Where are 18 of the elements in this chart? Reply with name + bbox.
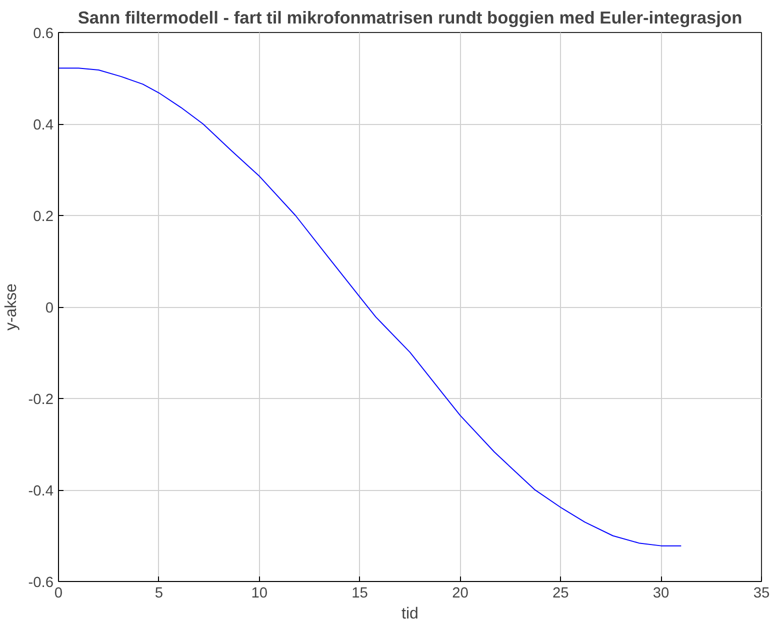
x-tick-label: 15 bbox=[352, 586, 368, 602]
x-tick-label: 25 bbox=[552, 586, 569, 602]
y-tick-label: 0 bbox=[45, 300, 54, 316]
y-tick-label: 0.2 bbox=[33, 209, 54, 225]
y-tick-label: -0.2 bbox=[28, 392, 54, 408]
x-tick-label: 10 bbox=[251, 586, 268, 602]
x-tick-label: 35 bbox=[753, 586, 770, 602]
chart-title: Sann filtermodell - fart til mikrofonmatrisen rundt boggien med Euler-integrasjon bbox=[78, 8, 742, 28]
x-tick-label: 5 bbox=[154, 586, 164, 602]
x-axis-title: tid bbox=[402, 606, 418, 622]
x-tick-label: 30 bbox=[652, 586, 670, 602]
line-series bbox=[58, 68, 682, 546]
y-tick-label: -0.4 bbox=[28, 484, 54, 500]
y-tick-label: 0.6 bbox=[33, 26, 54, 42]
x-tick-label: 20 bbox=[452, 586, 468, 602]
y-tick-label: 0.4 bbox=[33, 118, 54, 134]
y-axis-title: y-akse bbox=[3, 283, 20, 331]
y-tick-label: -0.6 bbox=[28, 575, 54, 591]
